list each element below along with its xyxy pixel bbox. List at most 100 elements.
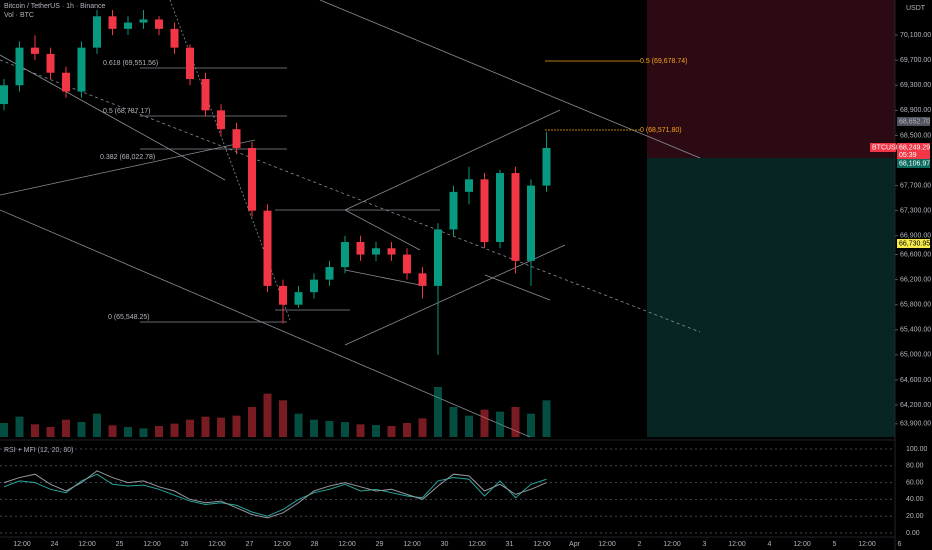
- y-tick-label: 64,600.00: [900, 377, 931, 384]
- candle-body: [108, 16, 117, 29]
- volume-bar: [124, 427, 132, 437]
- candle-body: [62, 72, 70, 92]
- volume-bar: [31, 424, 39, 437]
- volume-bar: [387, 426, 396, 437]
- candle-body: [46, 53, 55, 73]
- candle-body: [31, 47, 39, 54]
- y-tick-label: 69,300.00: [900, 82, 931, 89]
- candle-body: [449, 191, 458, 230]
- volume-bar: [449, 407, 458, 437]
- y-tick-label: 80.00: [906, 463, 924, 470]
- fib-label: 0.5 (69,678.74): [640, 58, 687, 65]
- axis-tag-text: BTCUSDT: [872, 144, 906, 151]
- chart-title: Bitcoin / TetherUS · 1h · Binance: [4, 3, 106, 10]
- axis-tag-text: 68,249.29: [899, 144, 930, 151]
- x-tick-label: 12:00: [533, 541, 551, 548]
- x-tick-label: 26: [181, 541, 189, 548]
- volume-bar: [465, 415, 473, 437]
- fib-label: 0 (68,571.80): [640, 127, 682, 134]
- y-tick-label: 65,000.00: [900, 352, 931, 359]
- x-tick-label: 29: [376, 541, 384, 548]
- x-tick-label: 4: [768, 541, 772, 548]
- candle-body: [387, 248, 396, 255]
- x-tick-label: 12:00: [663, 541, 681, 548]
- x-tick-label: 2: [638, 541, 642, 548]
- x-tick-label: 12:00: [728, 541, 746, 548]
- candle-body: [263, 210, 272, 286]
- candle-body: [480, 179, 489, 243]
- volume-bar: [15, 416, 24, 437]
- y-tick-label: 69,700.00: [900, 57, 931, 64]
- candle-body: [186, 47, 194, 79]
- volume-bar: [434, 387, 442, 437]
- x-tick-label: 27: [246, 541, 254, 548]
- y-tick-label: 66,600.00: [900, 251, 931, 258]
- volume-bar: [232, 415, 241, 437]
- y-tick-label: 40.00: [906, 496, 924, 503]
- x-tick-label: 5: [833, 541, 837, 548]
- fib-label: 0.382 (68,022.78): [100, 154, 155, 161]
- volume-bar: [294, 413, 303, 437]
- y-tick-label: 0.00: [906, 530, 920, 537]
- axis-tag: [870, 143, 896, 152]
- x-tick-label: 12:00: [273, 541, 291, 548]
- drawings: [0, 0, 896, 550]
- x-tick-label: 12:00: [338, 541, 356, 548]
- candle-body: [511, 173, 520, 261]
- volume-bar: [511, 407, 520, 437]
- y-tick-label: 65,800.00: [900, 302, 931, 309]
- volume-bar: [542, 400, 551, 437]
- x-tick-label: 24: [51, 541, 59, 548]
- y-tick-label: 67,300.00: [900, 208, 931, 215]
- y-tick-label: 66,900.00: [900, 233, 931, 240]
- volume-bar: [496, 411, 504, 437]
- candle-body: [465, 179, 473, 192]
- volume-bar: [186, 419, 194, 437]
- volume-bar: [341, 422, 349, 437]
- axis-tag: [897, 159, 930, 168]
- volume-bar: [418, 418, 427, 437]
- axis-tag-text: 66,730.95: [899, 240, 930, 247]
- axis-tag-text: 68,106.97: [899, 160, 930, 167]
- x-tick-label: 12:00: [143, 541, 161, 548]
- volume-label: Vol · BTC: [4, 12, 34, 19]
- x-tick-label: 12:00: [13, 541, 31, 548]
- fib-label: 0.5 (68,787.17): [103, 108, 150, 115]
- fib-label: 0 (65,548.25): [108, 314, 150, 321]
- x-tick-label: 12:00: [208, 541, 226, 548]
- candle-body: [310, 279, 318, 293]
- y-tick-label: 70,100.00: [900, 32, 931, 39]
- x-tick-label: 6: [898, 541, 902, 548]
- y-tick-label: 63,900.00: [900, 421, 931, 428]
- candle-body: [527, 185, 535, 261]
- axis-tag: [897, 239, 930, 248]
- x-tick-label: 12:00: [793, 541, 811, 548]
- candle-body: [356, 242, 365, 255]
- x-tick-label: 25: [116, 541, 124, 548]
- y-tick-label: 65,400.00: [900, 327, 931, 334]
- volume-bar: [325, 421, 334, 437]
- volume-bar: [62, 419, 70, 437]
- candle-body: [170, 28, 179, 48]
- candle-body: [155, 19, 163, 29]
- volume-bar: [372, 425, 380, 437]
- indicator-line: [3, 473, 547, 517]
- candle-body: [0, 85, 8, 105]
- candle-body: [201, 78, 210, 111]
- x-tick-label: 28: [311, 541, 319, 548]
- volume-bar: [201, 416, 210, 437]
- volume-bar: [108, 425, 117, 437]
- volume-bar: [139, 428, 148, 437]
- candle-body: [418, 273, 427, 286]
- volume-bar: [310, 419, 318, 437]
- volume-bar: [403, 423, 411, 437]
- candle-body: [279, 285, 287, 305]
- candle-body: [294, 292, 303, 305]
- candle-body: [403, 254, 411, 274]
- indicator-line: [3, 470, 547, 519]
- y-tick-label: 68,500.00: [900, 132, 931, 139]
- y-tick-label: 68,900.00: [900, 107, 931, 114]
- volume-bar: [527, 413, 535, 437]
- volume-bar: [480, 409, 489, 437]
- y-tick-label: 20.00: [906, 513, 924, 520]
